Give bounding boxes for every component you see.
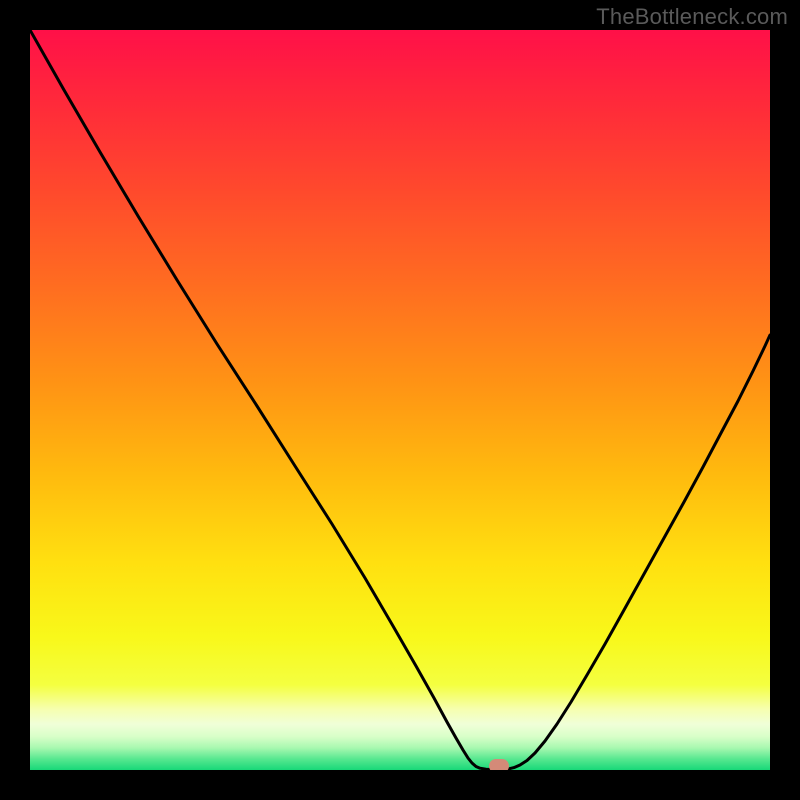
chart-frame: TheBottleneck.com bbox=[0, 0, 800, 800]
plot-area bbox=[30, 30, 770, 770]
attribution-text: TheBottleneck.com bbox=[596, 4, 788, 30]
bottleneck-curve bbox=[30, 30, 770, 770]
optimum-marker bbox=[489, 759, 509, 770]
